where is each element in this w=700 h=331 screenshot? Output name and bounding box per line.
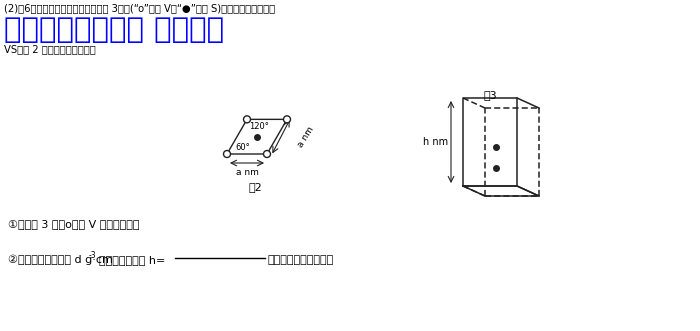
Text: 微信公众号关注： 趋找答案: 微信公众号关注： 趋找答案	[4, 16, 224, 44]
Text: h nm: h nm	[423, 137, 448, 147]
Text: a nm: a nm	[296, 124, 316, 149]
Text: ①请在图 3 中用o标出 V 原子的位置。: ①请在图 3 中用o标出 V 原子的位置。	[8, 219, 139, 229]
Circle shape	[263, 151, 270, 158]
Text: （列出计算式即可）。: （列出计算式即可）。	[268, 255, 335, 265]
Text: ，计算晶胞参数 h=: ，计算晶胞参数 h=	[99, 255, 165, 265]
Text: 图2: 图2	[248, 182, 262, 192]
Text: 图3: 图3	[483, 90, 497, 100]
Text: 120°: 120°	[249, 122, 269, 131]
Circle shape	[223, 151, 230, 158]
Text: VS。图 2 为该晶胞的俰视图。: VS。图 2 为该晶胞的俰视图。	[4, 44, 96, 54]
Text: (2)最6方硫钙化合物晶体的晶胞如图 3所示(“o”表示 V，“●”表示 S)，该晶胞的化学式为: (2)最6方硫钙化合物晶体的晶胞如图 3所示(“o”表示 V，“●”表示 S)，…	[4, 3, 275, 13]
Text: a nm: a nm	[236, 168, 258, 177]
Text: 60°: 60°	[235, 143, 250, 152]
Circle shape	[244, 116, 251, 123]
Text: ②已知晶胞的密度为 d g·cm: ②已知晶胞的密度为 d g·cm	[8, 255, 113, 265]
Circle shape	[284, 116, 290, 123]
Text: -3: -3	[89, 251, 97, 260]
